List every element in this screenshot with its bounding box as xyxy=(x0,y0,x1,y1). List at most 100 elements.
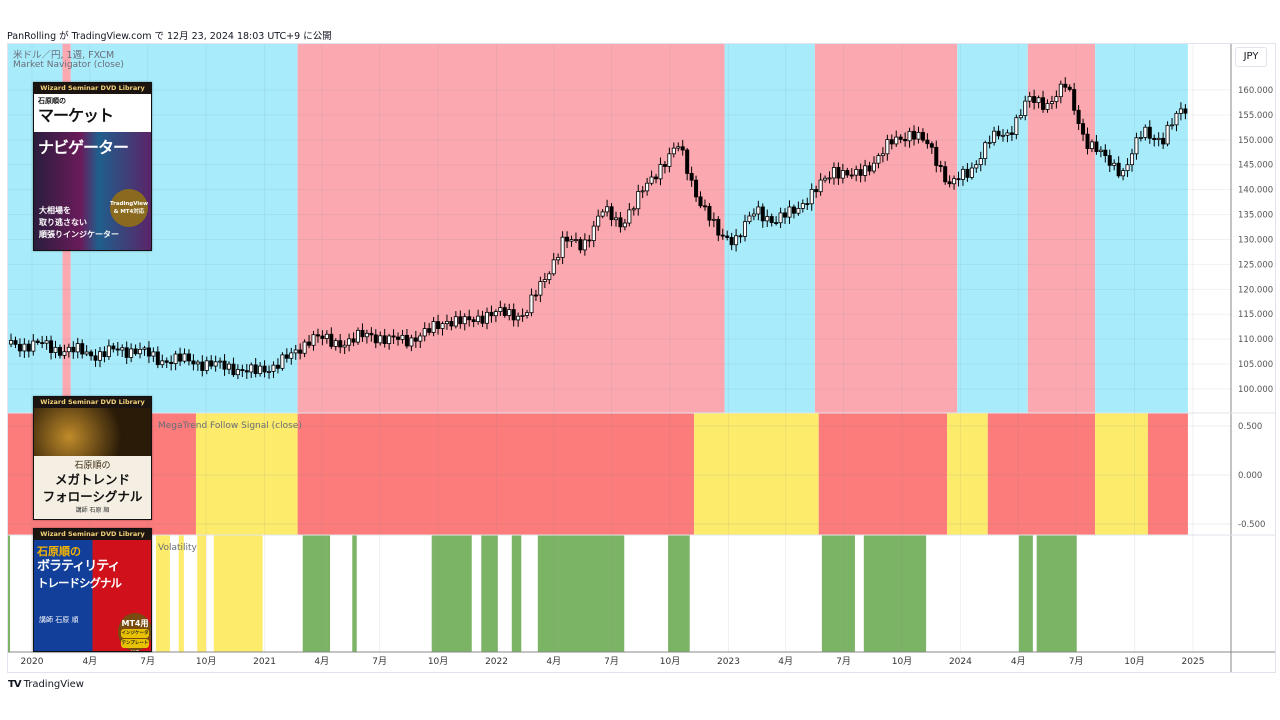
price-tick-label: 150.000 xyxy=(1238,136,1273,146)
x-tick-label: 2025 xyxy=(1182,657,1205,667)
price-tick-label: 160.000 xyxy=(1238,86,1273,96)
candle-up xyxy=(226,363,231,370)
candle-up xyxy=(289,352,294,359)
candle-down xyxy=(307,341,312,346)
candle-down xyxy=(965,168,970,178)
candle-up xyxy=(267,371,272,373)
candle-up xyxy=(218,360,223,363)
candle-up xyxy=(75,343,80,353)
candle-down xyxy=(760,206,765,222)
candle-up xyxy=(311,334,316,346)
candle-up xyxy=(1174,112,1179,126)
cover-title: マーケット xyxy=(38,106,114,125)
candle-down xyxy=(849,174,854,177)
candle-down xyxy=(925,139,930,145)
candle-down xyxy=(413,337,418,342)
candle-up xyxy=(978,158,983,166)
candle-up xyxy=(569,239,574,242)
candle-up xyxy=(160,360,165,366)
cover-badge-item: テンプレート xyxy=(121,639,149,648)
candle-down xyxy=(858,169,863,176)
candle-down xyxy=(222,360,227,370)
mega-tick-label: 0.000 xyxy=(1238,471,1262,481)
candle-down xyxy=(146,347,151,357)
candle-down xyxy=(716,218,721,236)
candle-up xyxy=(787,206,792,218)
candle-down xyxy=(587,239,592,242)
candle-up xyxy=(827,177,832,180)
candle-down xyxy=(17,343,22,352)
candle-up xyxy=(622,222,627,228)
candle-down xyxy=(102,351,107,357)
candle-down xyxy=(124,347,129,358)
candle-down xyxy=(40,342,45,344)
cover-badge-item: 付き xyxy=(121,649,149,651)
candle-down xyxy=(725,235,730,238)
candle-down xyxy=(685,149,690,174)
candle-down xyxy=(382,335,387,344)
candle-up xyxy=(302,341,307,354)
cover-title-2: フォローシグナル xyxy=(42,489,143,504)
candle-up xyxy=(831,167,836,179)
candle-down xyxy=(565,236,570,242)
candle-up xyxy=(293,349,298,354)
candle-up xyxy=(62,351,67,356)
candle-down xyxy=(80,343,85,355)
candle-up xyxy=(493,311,498,317)
megatrend-label[interactable]: MegaTrend Follow Signal (close) xyxy=(158,421,302,431)
candle-down xyxy=(115,348,120,351)
candle-up xyxy=(974,164,979,169)
candle-up xyxy=(582,239,587,251)
candle-up xyxy=(22,343,27,352)
candle-down xyxy=(191,360,196,365)
candle-up xyxy=(645,182,650,192)
cover-badge: TradingView & MT4対応 xyxy=(110,189,148,227)
candle-down xyxy=(814,189,819,193)
candle-down xyxy=(369,332,374,336)
candle-up xyxy=(1134,137,1139,155)
candle-down xyxy=(1067,86,1072,90)
candle-up xyxy=(800,203,805,209)
candle-up xyxy=(1049,101,1054,104)
cover-badge: MT4用 インジケータ テンプレート 付き xyxy=(118,613,151,651)
volatility-label[interactable]: Volatility xyxy=(158,543,197,553)
candle-up xyxy=(507,309,512,316)
candle-down xyxy=(244,370,249,373)
candles xyxy=(9,77,1188,380)
market-navigator-band-blue xyxy=(1095,44,1188,413)
symbol-label[interactable]: 米ドル／円, 1週, FXCM xyxy=(13,50,115,61)
candle-up xyxy=(556,257,561,261)
tradingview-logo[interactable]: TV TradingView xyxy=(8,679,84,690)
candle-up xyxy=(9,340,14,345)
mega-tick-label: 0.500 xyxy=(1238,422,1262,432)
candle-down xyxy=(1009,132,1014,135)
candle-up xyxy=(871,162,876,172)
volatility-band-green xyxy=(1036,535,1077,652)
volatility-band-green xyxy=(511,535,522,652)
candle-up xyxy=(53,346,58,353)
candle-down xyxy=(284,354,289,359)
price-tick-label: 125.000 xyxy=(1238,260,1273,270)
volatility-band-green xyxy=(481,535,498,652)
candle-up xyxy=(894,136,899,145)
candle-up xyxy=(1045,103,1050,110)
candle-down xyxy=(200,361,205,371)
candle-up xyxy=(916,132,921,140)
candle-up xyxy=(1178,108,1183,114)
candle-up xyxy=(969,167,974,178)
x-tick-label: 7月 xyxy=(140,656,155,667)
x-tick-label: 4月 xyxy=(314,656,329,667)
candle-down xyxy=(338,340,343,348)
candle-up xyxy=(1165,124,1170,145)
currency-button[interactable]: JPY xyxy=(1235,47,1267,67)
candle-down xyxy=(449,321,454,327)
candle-down xyxy=(912,130,917,140)
mega-tick-label: -0.500 xyxy=(1238,520,1265,530)
candle-down xyxy=(956,178,961,181)
x-tick-label: 10月 xyxy=(892,656,912,667)
market-navigator-label[interactable]: Market Navigator (close) xyxy=(13,60,124,70)
candle-up xyxy=(1125,164,1130,172)
candle-down xyxy=(178,353,183,362)
megatrend-band-red xyxy=(987,413,1096,535)
